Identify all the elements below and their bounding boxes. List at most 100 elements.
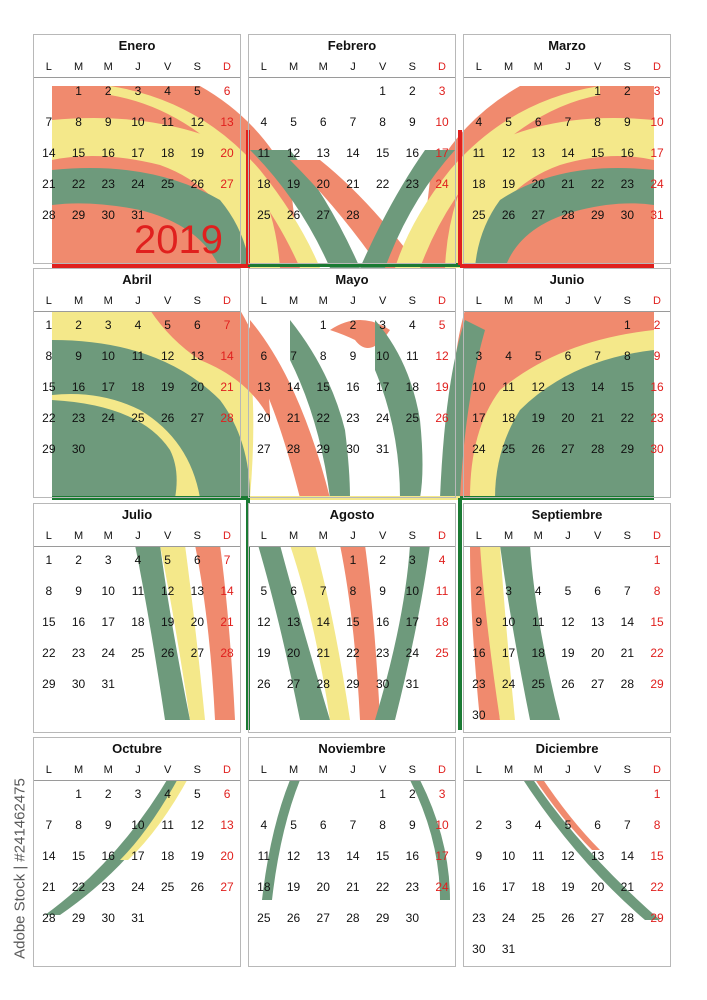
day-cell: 1 — [349, 553, 357, 567]
day-cell: 7 — [223, 318, 231, 332]
day-cell: 18 — [131, 380, 145, 394]
day-cell: 26 — [160, 646, 175, 660]
day-cell: 21 — [42, 880, 56, 894]
day-cell: 9 — [75, 349, 82, 363]
day-cell: 1 — [624, 318, 631, 332]
wing-band-green — [258, 545, 330, 720]
weekday-label: M — [503, 295, 514, 307]
day-cell: 2 — [409, 84, 416, 98]
weekday-label: M — [288, 764, 299, 776]
day-cell: 23 — [101, 177, 115, 191]
day-cell: 27 — [220, 177, 234, 191]
day-cell: 21 — [346, 177, 360, 191]
wing-band-yellow — [110, 86, 320, 268]
day-cell: 26 — [531, 442, 545, 456]
weekday-label: L — [475, 61, 482, 73]
weekday-label: V — [163, 295, 172, 307]
day-cell: 11 — [257, 849, 271, 863]
day-cell: 19 — [286, 177, 301, 191]
day-cell: 7 — [45, 115, 53, 129]
day-cell: 18 — [257, 177, 271, 191]
day-cell: 30 — [101, 208, 115, 222]
day-cell: 15 — [650, 849, 664, 863]
day-cell: 28 — [561, 208, 575, 222]
day-cell: 9 — [409, 818, 416, 832]
day-cell: 27 — [220, 880, 234, 894]
weekday-label: V — [163, 764, 172, 776]
wing-band-green — [135, 545, 190, 720]
weekday-label: V — [163, 530, 172, 542]
weekday-label: D — [653, 764, 661, 776]
day-cell: 10 — [101, 349, 115, 363]
wing-band-salmon — [195, 545, 235, 720]
day-cell: 26 — [257, 677, 271, 691]
day-cell: 25 — [131, 411, 145, 425]
day-cell: 5 — [438, 318, 446, 332]
weekday-label: S — [623, 764, 632, 776]
day-cell: 29 — [42, 442, 56, 456]
day-cell: 8 — [379, 115, 386, 129]
day-cell: 30 — [472, 942, 486, 956]
day-cell: 2 — [475, 818, 483, 832]
day-cell: 5 — [260, 584, 268, 598]
day-cell: 8 — [624, 349, 631, 363]
wing-band-yellow — [290, 545, 350, 720]
day-cell: 16 — [405, 849, 420, 863]
day-cell: 16 — [620, 146, 635, 160]
day-cell: 31 — [375, 442, 390, 456]
month-name: Marzo — [464, 35, 670, 58]
month-name: Junio — [464, 269, 670, 292]
weekday-label: M — [103, 295, 113, 307]
day-cell: 14 — [220, 349, 234, 363]
day-cell: 15 — [71, 849, 86, 863]
weekday-label: L — [475, 530, 482, 542]
day-cell: 23 — [620, 177, 635, 191]
weekday-label: S — [193, 764, 202, 776]
day-cell: 27 — [590, 677, 605, 691]
day-cell: 23 — [71, 411, 86, 425]
wing-band-green — [360, 150, 455, 268]
day-cell: 5 — [194, 84, 201, 98]
weekday-label: M — [103, 61, 113, 73]
day-cell: 8 — [319, 349, 327, 363]
wing-band-yellow — [160, 545, 205, 720]
day-cell: 15 — [71, 146, 86, 160]
day-cell: 28 — [220, 646, 234, 660]
day-cell: 14 — [316, 615, 330, 629]
weekday-label: D — [438, 530, 446, 542]
weekday-label: M — [318, 764, 328, 776]
day-cell: 5 — [290, 818, 297, 832]
tail-band-green — [262, 780, 300, 900]
day-cell: 20 — [531, 177, 545, 191]
day-cell: 16 — [650, 380, 664, 394]
day-cell: 24 — [435, 177, 449, 191]
day-cell: 21 — [620, 646, 635, 660]
day-cell: 20 — [220, 849, 234, 863]
day-cell: 30 — [346, 442, 360, 456]
day-cell: 26 — [160, 411, 175, 425]
day-cell: 12 — [160, 584, 175, 598]
day-cell: 22 — [316, 411, 330, 425]
day-cell: 9 — [475, 849, 483, 863]
day-cell: 6 — [194, 318, 201, 332]
day-cell: 12 — [257, 615, 271, 629]
day-cell: 25 — [405, 411, 420, 425]
day-cell: 22 — [42, 646, 56, 660]
tail-band-salmon — [532, 775, 600, 850]
day-cell: 21 — [346, 880, 360, 894]
wing-band-green — [440, 320, 485, 498]
day-cell: 26 — [190, 880, 205, 894]
month-name: Agosto — [249, 504, 455, 527]
day-cell: 17 — [650, 146, 664, 160]
day-cell: 19 — [190, 849, 205, 863]
day-cell: 11 — [435, 584, 449, 598]
day-cell: 25 — [160, 880, 175, 894]
day-cell: 15 — [316, 380, 330, 394]
day-cell: 1 — [594, 84, 601, 98]
weekday-label: L — [475, 295, 482, 307]
day-cell: 7 — [349, 115, 357, 129]
day-cell: 20 — [590, 880, 605, 894]
day-cell: 11 — [131, 349, 145, 363]
